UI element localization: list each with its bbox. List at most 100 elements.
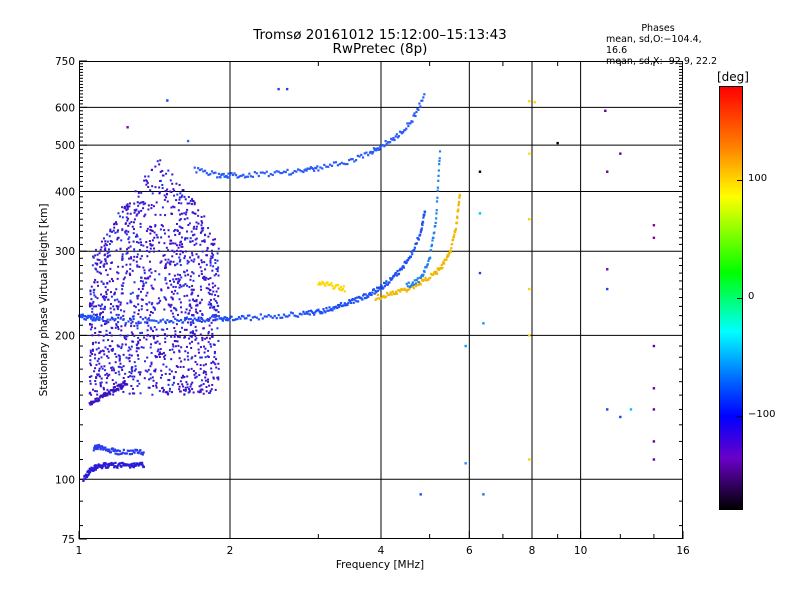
- spread-f-point: [183, 195, 186, 198]
- spread-f-point: [155, 356, 158, 359]
- spread-f-point: [191, 198, 194, 201]
- spread-f-point: [108, 250, 111, 253]
- trace-point: [170, 319, 173, 323]
- trace-point: [261, 317, 264, 320]
- spread-f-point: [169, 239, 172, 242]
- spread-f-point: [164, 263, 167, 266]
- spread-f-point: [197, 294, 200, 297]
- trace-point: [87, 469, 90, 472]
- trace-point: [438, 157, 441, 160]
- spread-f-point: [94, 367, 97, 370]
- spread-f-point: [120, 292, 123, 295]
- trace-point: [106, 463, 109, 466]
- spread-f-point: [170, 242, 173, 245]
- spread-f-point: [92, 291, 95, 294]
- spread-f-point: [99, 350, 102, 353]
- trace-point: [97, 397, 100, 400]
- spread-f-point: [209, 257, 212, 260]
- trace-point: [421, 223, 424, 227]
- spread-f-point: [91, 334, 94, 337]
- trace-point: [409, 255, 412, 258]
- spread-f-point: [179, 331, 182, 334]
- spread-f-point: [148, 250, 151, 253]
- trace-point: [300, 170, 303, 173]
- spread-f-point: [173, 377, 176, 380]
- spread-f-point: [190, 335, 193, 338]
- spread-f-point: [201, 339, 204, 342]
- spread-f-point: [124, 324, 127, 327]
- spread-f-point: [163, 254, 166, 257]
- spread-f-point: [120, 347, 123, 350]
- spread-f-point: [137, 303, 140, 306]
- spread-f-point: [191, 330, 194, 333]
- trace-point: [417, 281, 420, 284]
- trace-point: [363, 152, 366, 155]
- trace-point: [243, 317, 247, 320]
- trace-point: [436, 186, 440, 189]
- trace-point: [135, 463, 138, 466]
- trace-point: [298, 169, 301, 172]
- trace-point: [391, 276, 394, 280]
- trace-point: [141, 461, 144, 464]
- spread-f-point: [171, 343, 174, 346]
- trace-point: [451, 243, 454, 246]
- spread-f-point: [187, 196, 190, 199]
- trace-point: [222, 317, 225, 320]
- spread-f-point: [101, 349, 104, 352]
- spread-f-point: [149, 365, 152, 368]
- scatter-point: [478, 271, 482, 275]
- spread-f-point: [140, 346, 143, 349]
- spread-f-point: [217, 339, 220, 342]
- spread-f-point: [145, 241, 148, 244]
- scatter-point: [464, 344, 467, 348]
- spread-f-point: [115, 223, 118, 226]
- trace-point: [98, 316, 101, 319]
- spread-f-point: [99, 385, 102, 388]
- spread-f-point: [182, 189, 185, 192]
- spread-f-point: [107, 248, 110, 251]
- spread-f-point: [163, 198, 166, 201]
- spread-f-point: [213, 343, 216, 346]
- spread-f-point: [190, 383, 193, 386]
- spread-f-point: [112, 305, 115, 308]
- spread-f-point: [101, 303, 104, 306]
- spread-f-point: [90, 375, 93, 378]
- spread-f-point: [119, 362, 122, 365]
- spread-f-point: [111, 280, 114, 283]
- spread-f-point: [89, 323, 92, 326]
- trace-point: [450, 247, 453, 250]
- spread-f-point: [136, 327, 139, 330]
- spread-f-point: [151, 302, 154, 305]
- spread-f-point: [149, 373, 152, 376]
- spread-f-point: [174, 330, 177, 333]
- spread-f-point: [115, 324, 118, 327]
- trace-point: [334, 285, 337, 288]
- spread-f-point: [116, 238, 119, 241]
- spread-f-point: [99, 307, 102, 310]
- spread-f-point: [139, 371, 142, 374]
- spread-f-point: [125, 216, 128, 219]
- spread-f-point: [185, 317, 188, 320]
- spread-f-point: [146, 370, 149, 373]
- spread-f-point: [146, 334, 149, 337]
- spread-f-point: [90, 393, 93, 396]
- spread-f-point: [154, 224, 157, 227]
- spread-f-point: [104, 346, 107, 349]
- spread-f-point: [184, 311, 187, 314]
- spread-f-point: [186, 355, 189, 358]
- spread-f-point: [173, 306, 176, 309]
- spread-f-point: [204, 379, 207, 382]
- scatter-point: [482, 493, 485, 496]
- spread-f-point: [199, 390, 202, 393]
- spread-f-point: [108, 235, 111, 238]
- spread-f-point: [152, 335, 155, 338]
- spread-f-point: [133, 334, 136, 337]
- scatter-point: [556, 141, 559, 145]
- spread-f-point: [105, 322, 108, 325]
- spread-f-point: [145, 303, 148, 306]
- trace-point: [122, 462, 125, 465]
- spread-f-point: [138, 382, 141, 385]
- spread-f-point: [139, 257, 142, 260]
- trace-point: [329, 163, 332, 166]
- spread-f-point: [214, 262, 217, 265]
